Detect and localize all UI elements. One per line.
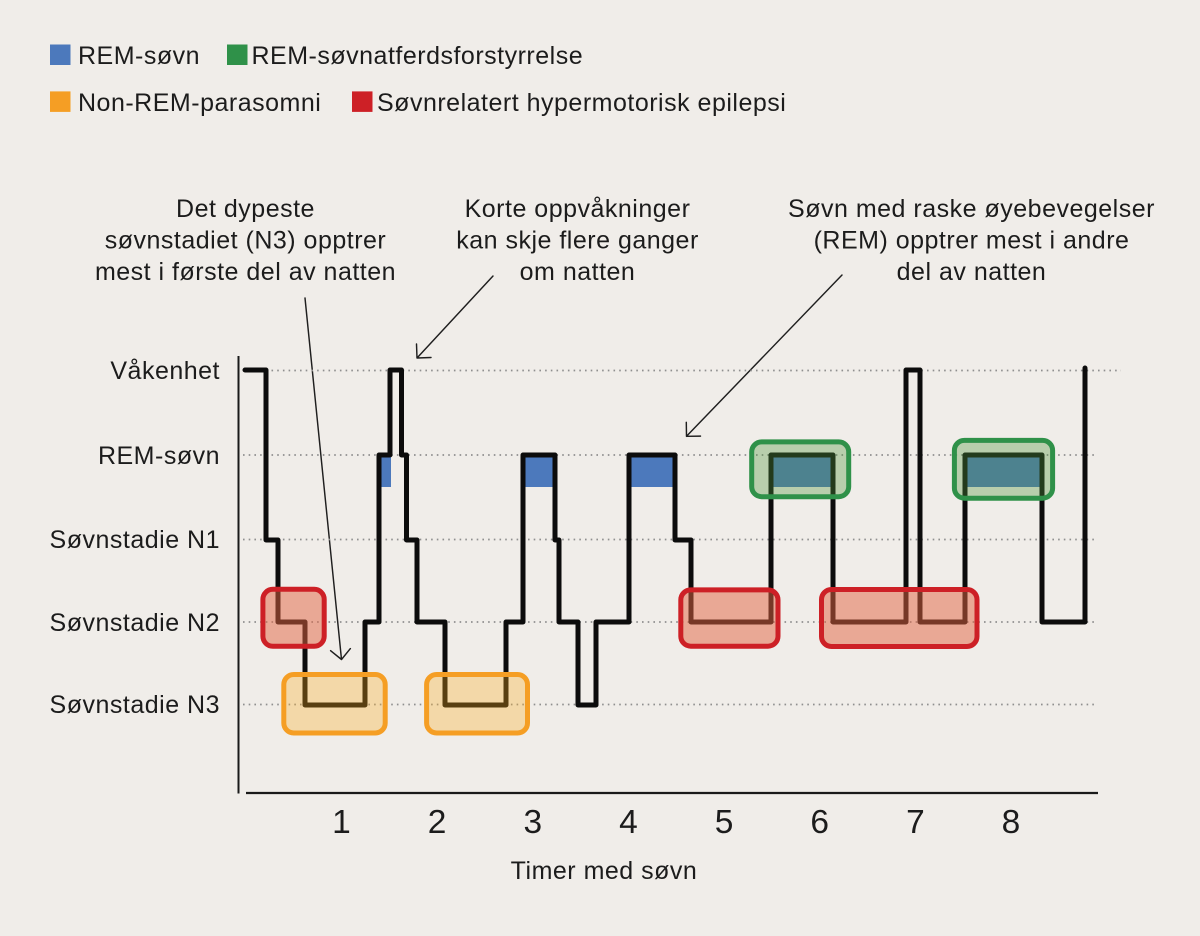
svg-text:2: 2 xyxy=(428,804,447,841)
svg-text:7: 7 xyxy=(906,804,925,841)
svg-text:Søvn med raske øyebevegelser: Søvn med raske øyebevegelser xyxy=(788,195,1155,223)
svg-text:Korte oppvåkninger: Korte oppvåkninger xyxy=(465,195,691,223)
svg-text:REM-søvn: REM-søvn xyxy=(98,442,220,470)
svg-text:mest i første del av natten: mest i første del av natten xyxy=(95,258,396,286)
svg-text:5: 5 xyxy=(715,804,734,841)
svg-text:1: 1 xyxy=(332,804,351,841)
svg-text:REM-søvnatferdsforstyrrelse: REM-søvnatferdsforstyrrelse xyxy=(252,42,584,70)
svg-text:Søvnrelatert hypermotorisk epi: Søvnrelatert hypermotorisk epilepsi xyxy=(377,89,786,117)
svg-text:Søvnstadie N1: Søvnstadie N1 xyxy=(50,526,220,554)
svg-text:Non-REM-parasomni: Non-REM-parasomni xyxy=(78,89,321,117)
svg-text:Timer med søvn: Timer med søvn xyxy=(511,857,698,885)
svg-text:kan skje flere ganger: kan skje flere ganger xyxy=(456,227,699,255)
svg-text:Søvnstadie N3: Søvnstadie N3 xyxy=(50,691,220,719)
svg-text:6: 6 xyxy=(810,804,829,841)
svg-text:del av natten: del av natten xyxy=(897,258,1047,286)
svg-text:REM-søvn: REM-søvn xyxy=(78,42,200,70)
svg-text:om natten: om natten xyxy=(520,258,636,286)
svg-text:søvnstadiet (N3) opptrer: søvnstadiet (N3) opptrer xyxy=(105,227,387,255)
svg-text:8: 8 xyxy=(1002,804,1021,841)
svg-text:(REM) opptrer mest i andre: (REM) opptrer mest i andre xyxy=(814,227,1130,255)
svg-text:Det dypeste: Det dypeste xyxy=(176,195,315,223)
svg-text:Våkenhet: Våkenhet xyxy=(110,357,220,385)
svg-text:4: 4 xyxy=(619,804,638,841)
svg-text:3: 3 xyxy=(523,804,542,841)
svg-text:Søvnstadie N2: Søvnstadie N2 xyxy=(50,609,220,637)
